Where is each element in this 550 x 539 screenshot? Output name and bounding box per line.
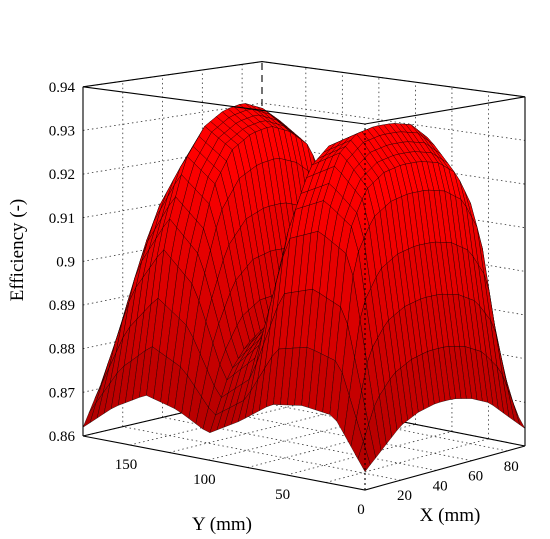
z-tick-label: 0.9 [56, 254, 75, 270]
x-tick-label: 60 [468, 469, 483, 485]
z-tick-label: 0.92 [49, 167, 75, 183]
z-tick-label: 0.89 [49, 298, 75, 314]
y-tick-label: 50 [275, 487, 290, 503]
y-tick-label: 100 [193, 472, 216, 488]
tick-labels: 0.86 0.87 0.88 0.89 0.9 0.91 0.92 0.93 0.94 150 10… [49, 80, 519, 518]
x-tick-label: 80 [504, 459, 519, 475]
box-edge [82, 435, 526, 491]
floor-grid-line [162, 416, 437, 471]
z-tick-label: 0.94 [49, 80, 76, 96]
surface-facet [357, 441, 371, 473]
z-tick-label: 0.88 [49, 342, 75, 358]
z-tick-label: 0.86 [49, 429, 76, 445]
efficiency-surface [82, 103, 526, 473]
z-axis-label: Efficiency (-) [7, 199, 28, 302]
z-tick-label: 0.93 [49, 123, 75, 139]
back-grid-line [82, 102, 526, 141]
y-tick-label: 0 [357, 502, 365, 518]
z-tick-label: 0.87 [49, 385, 76, 401]
x-axis-label: X (mm) [420, 505, 481, 526]
z-tick-label: 0.91 [49, 211, 75, 227]
floor-grid-line [169, 409, 343, 453]
y-axis-label: Y (mm) [192, 514, 252, 535]
x-tick-label: 20 [397, 488, 412, 504]
box-edge [82, 61, 526, 125]
x-tick-label: 40 [433, 478, 448, 494]
bounding-box-front [82, 61, 526, 491]
floor-grid-line [202, 407, 472, 462]
y-tick-label: 150 [115, 457, 138, 473]
floor-grid-line [325, 438, 489, 483]
floor-grid-line [286, 431, 453, 476]
